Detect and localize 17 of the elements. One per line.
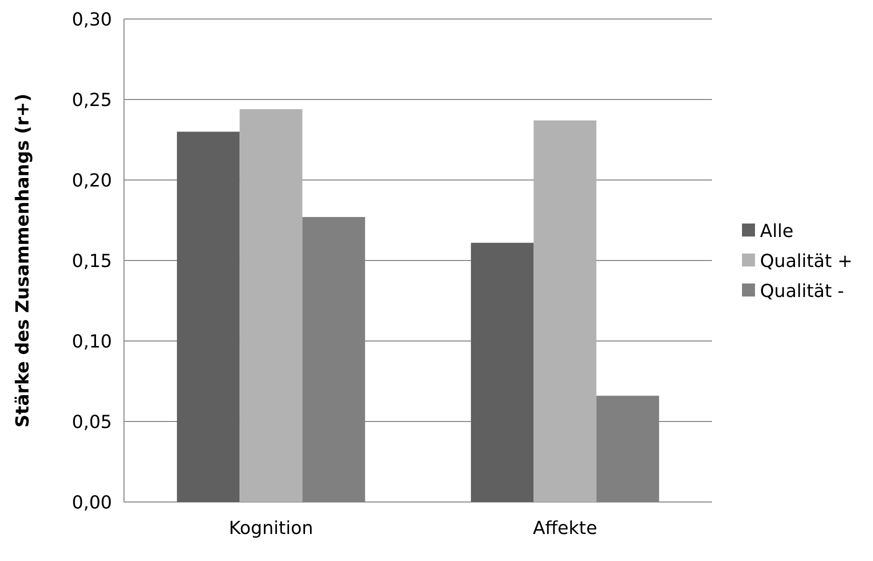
legend-label: Qualität - — [760, 280, 844, 302]
y-tick-label: 0,15 — [72, 250, 112, 272]
bar — [534, 120, 596, 502]
x-tick-label: Kognition — [228, 518, 314, 539]
x-tick-label: Affekte — [532, 518, 598, 539]
legend-label: Qualität + — [760, 250, 853, 272]
bar — [470, 242, 534, 502]
bar — [240, 109, 302, 502]
y-tick-label: 0,20 — [72, 170, 112, 192]
y-tick-label: 0,25 — [72, 90, 112, 111]
y-tick-label: 0,30 — [72, 9, 112, 30]
legend-label: Alle — [760, 220, 794, 242]
y-tick-label: 0,10 — [72, 331, 112, 352]
y-tick-label: 0,00 — [72, 492, 112, 514]
y-axis-title: Stärke des Zusammenhangs (r+) — [12, 94, 34, 428]
bar — [176, 132, 240, 502]
y-tick-label: 0,05 — [72, 412, 112, 433]
